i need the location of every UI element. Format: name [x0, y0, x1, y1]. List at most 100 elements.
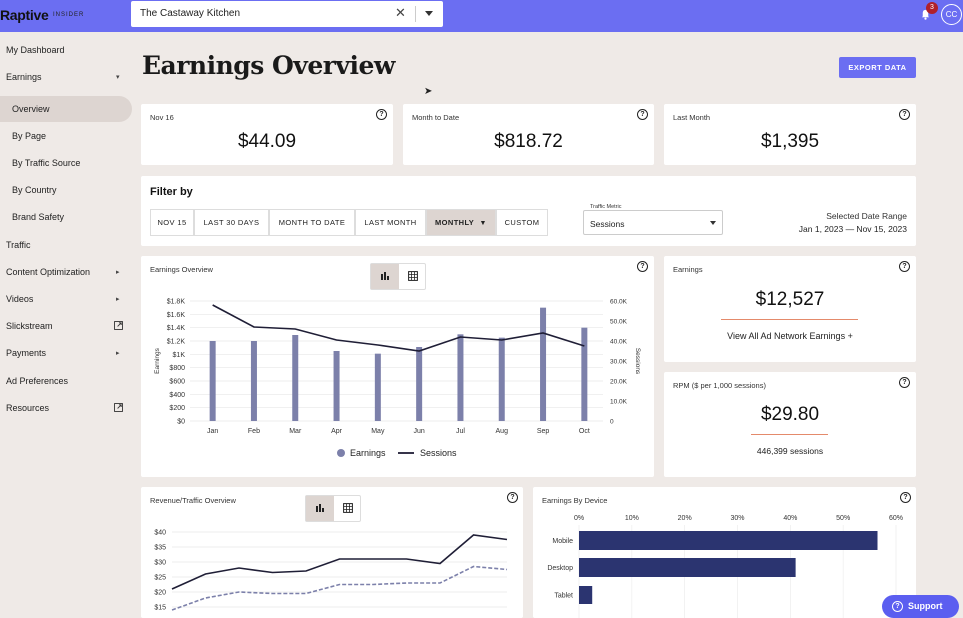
filter-nov-15[interactable]: NOV 15: [150, 209, 194, 236]
help-icon[interactable]: ?: [637, 109, 648, 120]
device-bar: [579, 531, 878, 550]
y-tick-label: $600: [169, 379, 185, 386]
help-icon: ?: [892, 601, 903, 612]
help-icon[interactable]: ?: [637, 261, 648, 272]
chevron-down-icon[interactable]: [425, 11, 433, 16]
y-tick-label: $1.4K: [167, 325, 186, 332]
help-icon[interactable]: ?: [376, 109, 387, 120]
summary-card-today: Nov 16 ? $44.09: [141, 104, 393, 165]
sidebar-item-traffic[interactable]: Traffic: [6, 240, 31, 250]
sidebar-item-slickstream[interactable]: Slickstream: [6, 321, 53, 331]
filter-last-month[interactable]: LAST MONTH: [355, 209, 426, 236]
help-icon[interactable]: ?: [899, 377, 910, 388]
chart-title: Revenue/Traffic Overview: [150, 496, 236, 505]
notification-badge: 3: [926, 2, 938, 14]
chevron-right-icon[interactable]: ▸: [116, 269, 120, 276]
sidebar-item-by-traffic-source[interactable]: By Traffic Source: [12, 158, 81, 168]
bar-chart-icon[interactable]: [315, 503, 325, 513]
traffic-metric-select[interactable]: Sessions: [583, 210, 723, 235]
rpm-value: $29.80: [760, 404, 820, 425]
view-toggle: [370, 263, 426, 290]
sidebar-item-brand-safety[interactable]: Brand Safety: [12, 212, 65, 222]
sidebar-item-ad-preferences[interactable]: Ad Preferences: [6, 376, 69, 386]
top-bar: Raptive INSIDER The Castaway Kitchen ✕ 3…: [0, 0, 963, 32]
filter-monthly[interactable]: MONTHLY ▼: [426, 209, 496, 236]
summary-value: $818.72: [494, 131, 563, 152]
help-icon[interactable]: ?: [900, 492, 911, 503]
earnings-bar: [209, 341, 216, 421]
earnings-bar: [333, 351, 340, 421]
y2-tick-label: 0: [610, 419, 614, 426]
help-icon[interactable]: ?: [899, 109, 910, 120]
rpm-card: RPM ($ per 1,000 sessions) ? $29.80 446,…: [664, 372, 916, 477]
earnings-bar: [498, 337, 505, 421]
y2-tick-label: 50.0K: [610, 319, 628, 326]
y-tick-label: $1.8K: [167, 299, 186, 306]
chevron-down-icon[interactable]: ▾: [116, 74, 120, 81]
site-selector[interactable]: The Castaway Kitchen ✕: [131, 1, 443, 27]
chevron-right-icon[interactable]: ▸: [116, 296, 120, 303]
table-icon[interactable]: [343, 503, 353, 513]
external-link-icon[interactable]: [114, 321, 123, 330]
y-tick-label: $1.2K: [167, 339, 186, 346]
revenue-traffic-card: Revenue/Traffic Overview ? $15 $20 $25 $30 $…: [141, 487, 523, 618]
sidebar-item-by-country[interactable]: By Country: [12, 185, 57, 195]
view-all-earnings-link[interactable]: View All Ad Network Earnings +: [727, 331, 853, 341]
help-icon[interactable]: ?: [507, 492, 518, 503]
y-tick-label: $35: [154, 545, 166, 552]
sidebar-item-by-page[interactable]: By Page: [12, 131, 47, 141]
summary-value: $44.09: [237, 131, 297, 152]
summary-value: $1,395: [760, 131, 820, 152]
sidebar-item-videos[interactable]: Videos: [6, 294, 34, 304]
export-data-button[interactable]: EXPORT DATA: [839, 57, 916, 78]
chevron-right-icon[interactable]: ▸: [116, 350, 120, 357]
earnings-overview-card: Earnings Overview ? $0 $200 $400 $600 $800 $1…: [141, 256, 654, 477]
filter-custom[interactable]: CUSTOM: [496, 209, 548, 236]
sidebar-item-overview[interactable]: Overview: [12, 104, 50, 114]
summary-label: Nov 16: [150, 113, 174, 122]
sidebar-item-content-optimization[interactable]: Content Optimization: [6, 267, 91, 277]
sidebar-active-highlight: [0, 96, 132, 122]
legend-sessions-label: Sessions: [420, 448, 457, 458]
y-tick-label: $20: [154, 590, 166, 597]
rpm-sessions: 446,399 sessions: [756, 446, 824, 456]
bar-chart-icon[interactable]: [380, 271, 390, 281]
y-tick-label: $1K: [173, 352, 186, 359]
chart-title: Earnings By Device: [542, 496, 608, 505]
revenue-traffic-chart: $15 $20 $25 $30 $35 $40: [154, 530, 508, 612]
selector-divider: [415, 6, 416, 22]
date-range-value[interactable]: Jan 1, 2023 — Nov 15, 2023: [798, 224, 907, 234]
x-tick-label: Aug: [496, 428, 509, 435]
filter-month-to-date[interactable]: MONTH TO DATE: [269, 209, 355, 236]
device-bar: [579, 558, 796, 577]
summary-label: Last Month: [673, 113, 711, 122]
support-button[interactable]: ? Support: [882, 595, 959, 618]
earnings-bar: [581, 327, 588, 421]
sidebar-item-payments[interactable]: Payments: [6, 348, 47, 358]
rpm-label: RPM ($ per 1,000 sessions): [673, 381, 766, 390]
filter-last-30-days[interactable]: LAST 30 DAYS: [194, 209, 269, 236]
earnings-by-device-card: Earnings By Device ? 0% 10% 20% 30% 40% 50% 60…: [533, 487, 916, 618]
external-link-icon[interactable]: [114, 403, 123, 412]
earnings-bar: [250, 341, 257, 421]
sidebar-item-earnings[interactable]: Earnings: [6, 72, 42, 82]
y-tick-label: Tablet: [554, 593, 573, 600]
x-tick-label: 0%: [574, 515, 584, 522]
x-tick-label: 10%: [625, 515, 639, 522]
mouse-cursor-icon: ➤: [424, 86, 433, 97]
table-icon[interactable]: [408, 271, 418, 281]
raptive-logo[interactable]: Raptive: [0, 7, 49, 23]
sidebar-item-resources[interactable]: Resources: [6, 403, 50, 413]
sidebar-item-my-dashboard[interactable]: My Dashboard: [6, 45, 65, 55]
filter-panel: Filter by NOV 15 LAST 30 DAYS MONTH TO D…: [141, 176, 916, 246]
filter-monthly-label: MONTHLY: [435, 218, 475, 227]
help-icon[interactable]: ?: [899, 261, 910, 272]
y-tick-label: $0: [177, 419, 185, 426]
x-tick-label: 40%: [783, 515, 797, 522]
y2-tick-label: 60.0K: [610, 299, 628, 306]
clear-icon[interactable]: ✕: [395, 5, 406, 20]
avatar[interactable]: CC: [941, 4, 962, 25]
date-range-label: Selected Date Range: [826, 211, 907, 221]
earnings-total-card: Earnings ? $12,527 View All Ad Network E…: [664, 256, 916, 362]
y2-tick-label: 40.0K: [610, 339, 628, 346]
